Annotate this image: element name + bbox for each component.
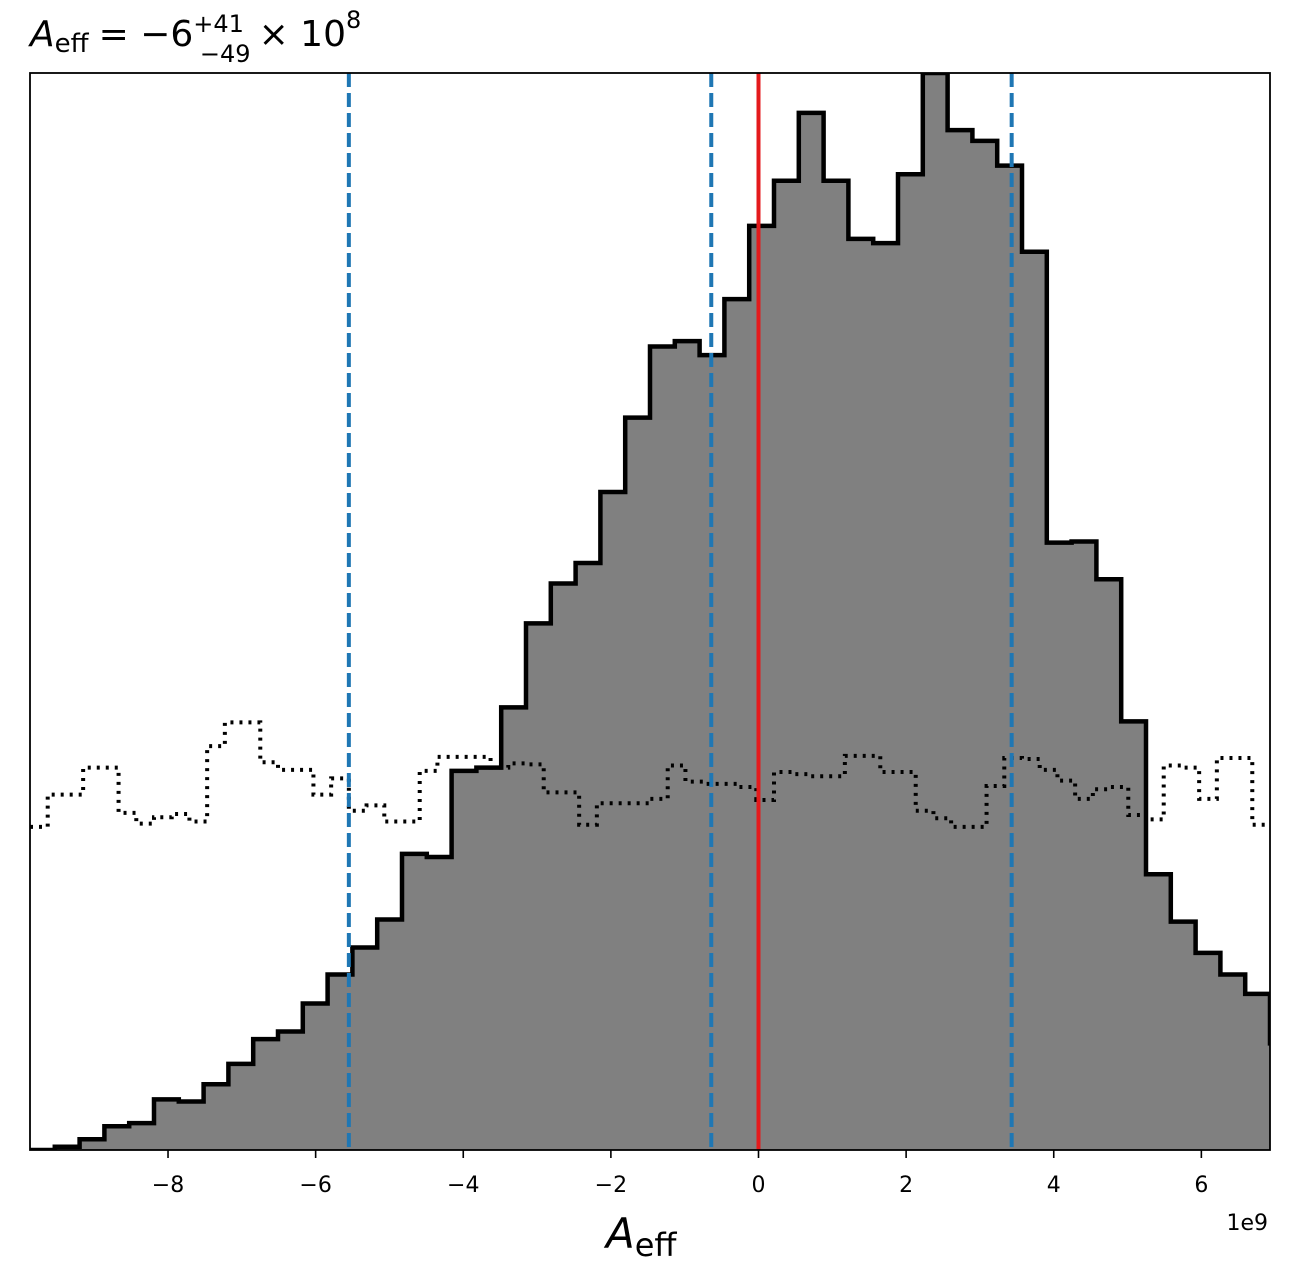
posterior-bar [798,112,825,1150]
x-axis-label: Aeff [603,1209,677,1264]
posterior-bar [575,563,601,1150]
chart-title: Aeff = −6+41 −49 × 108 [28,6,361,68]
posterior-bar [402,853,428,1150]
x-tick-label: −8 [152,1173,184,1198]
posterior-bar [526,623,552,1150]
posterior-bar [947,130,973,1150]
posterior-bar [1146,874,1172,1150]
axes-frame [29,72,1271,1151]
posterior-bar [228,1063,254,1150]
posterior-bar [79,1139,105,1150]
posterior-bar [898,174,924,1150]
posterior-bar [129,1123,155,1150]
posterior-bar [823,180,849,1150]
posterior-histogram [30,73,1289,1150]
posterior-bar [302,1003,329,1150]
posterior-bar [1071,541,1097,1150]
posterior-bar [178,1101,205,1150]
posterior-bar [848,238,874,1150]
x-tick-label: −6 [299,1173,331,1198]
posterior-bar [203,1084,229,1150]
posterior-bar [600,491,626,1150]
posterior-bar [451,770,477,1150]
posterior-bar [154,1099,180,1150]
posterior-bar [650,346,676,1150]
posterior-bar [1022,251,1048,1150]
posterior-bar [724,299,750,1150]
posterior-bar [1170,921,1197,1150]
posterior-bar [1096,579,1122,1150]
posterior-bar [1046,542,1073,1150]
x-tick-label: 2 [899,1173,913,1198]
posterior-bar [501,707,527,1150]
posterior-bar [476,767,502,1150]
x-tick-label: 4 [1047,1173,1061,1198]
posterior-outline [30,73,1270,1150]
posterior-bar [104,1126,130,1150]
posterior-bar [550,583,577,1150]
posterior-bar [1220,974,1246,1150]
posterior-bar [1270,1043,1289,1150]
x-tick-label: −4 [447,1173,479,1198]
posterior-bar [352,947,378,1150]
posterior-bar [749,225,775,1150]
posterior-bar [625,417,651,1150]
x-tick-label: −2 [595,1173,627,1198]
posterior-bar [972,140,998,1150]
posterior-bar [1195,952,1221,1150]
posterior-bar [1245,993,1270,1150]
x-tick-label: 0 [752,1173,766,1198]
x-tick-label: 6 [1194,1173,1208,1198]
posterior-bar [922,73,949,1150]
posterior-bar [1121,721,1147,1150]
posterior-bar [674,341,701,1150]
posterior-bar [873,243,899,1150]
plot-area: −8 −6 −4 −2 0 2 4 6 [29,72,1289,1198]
posterior-bar [253,1039,279,1150]
x-axis-offset-label: 1e9 [1226,1211,1268,1236]
posterior-bar [774,180,800,1150]
posterior-bar [426,857,453,1150]
posterior-bar [278,1031,304,1150]
posterior-bar [377,919,403,1150]
